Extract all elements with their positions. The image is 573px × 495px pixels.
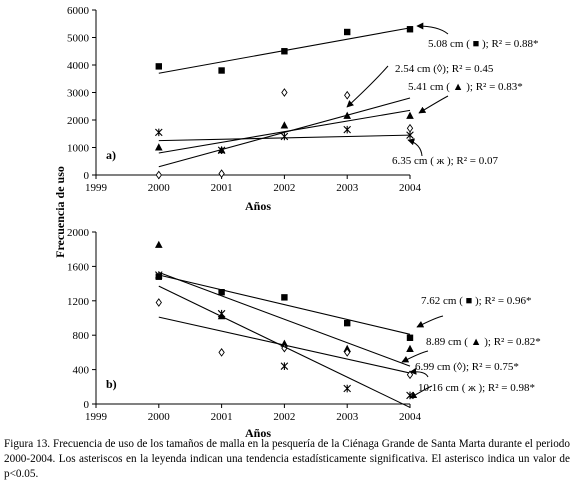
series-square: 5.08 cm ( ■ ); R² = 0.88* (155, 22, 539, 74)
series-annotation: 10.16 cm ( ж ); R² = 0.98* (418, 382, 535, 394)
data-point-asterisk (155, 128, 163, 137)
data-point-triangle (280, 121, 289, 129)
data-point-asterisk (343, 384, 351, 393)
series-annotation: 5.08 cm ( ■ ); R² = 0.88* (428, 38, 539, 50)
data-point-asterisk (155, 271, 163, 279)
data-point-diamond (155, 170, 162, 180)
y-tick-label: 2000 (67, 115, 90, 127)
x-tick-label: 2004 (399, 182, 422, 194)
figure: Frecuencia de uso 0100020003000400050006… (53, 5, 541, 440)
x-tick-label: 2001 (211, 411, 233, 423)
x-tick-label: 2001 (211, 182, 233, 194)
x-tick-label: 2003 (336, 411, 359, 423)
y-tick-label: 1200 (67, 296, 90, 308)
data-point-asterisk (406, 131, 414, 139)
trend-line (158, 274, 411, 335)
x-axis-title: Años (245, 426, 271, 440)
y-tick-label: 0 (84, 399, 90, 411)
x-tick-label: 2002 (273, 411, 295, 423)
data-point-asterisk (280, 362, 289, 370)
x-tick-label: 2000 (148, 411, 171, 423)
data-point-diamond (344, 348, 351, 357)
x-tick-label: 2000 (148, 182, 171, 194)
annotation-arrow (407, 138, 423, 157)
data-point-triangle (155, 240, 163, 248)
data-point-square (218, 67, 225, 74)
series-annotation: 5.41 cm ( ▲ ); R² = 0.83* (408, 81, 523, 93)
data-point-asterisk (280, 132, 289, 141)
series-annotation: 8.89 cm ( ▲ ); R² = 0.82* (426, 336, 541, 348)
data-point-diamond (155, 298, 162, 307)
data-point-asterisk (406, 391, 414, 400)
series-annotation: 7.62 cm ( ■ ); R² = 0.96* (421, 295, 532, 307)
series-annotation: 2.54 cm (◊); R² = 0.45 (395, 63, 494, 75)
data-point-triangle (406, 111, 414, 119)
y-tick-label: 1000 (67, 143, 90, 155)
panel-label: b) (106, 377, 117, 391)
y-tick-label: 4000 (67, 60, 90, 72)
y-tick-label: 1600 (67, 261, 90, 273)
data-point-triangle (155, 143, 163, 151)
x-tick-label: 2002 (273, 182, 295, 194)
data-point-triangle (343, 111, 351, 119)
annotation-arrow (409, 367, 429, 378)
x-tick-label: 1999 (85, 411, 108, 423)
data-point-square (344, 319, 351, 327)
trend-line (158, 285, 411, 408)
series-triangle: 8.89 cm ( ▲ ); R² = 0.82* (155, 240, 541, 367)
series-annotation: 6.99 cm (◊); R² = 0.75* (415, 361, 519, 373)
data-point-diamond (281, 88, 288, 97)
data-point-diamond (281, 343, 288, 353)
data-point-square (218, 289, 225, 296)
y-tick-label: 6000 (67, 5, 90, 17)
x-axis-title: Años (245, 199, 271, 213)
y-axis-title: Frecuencia de uso (53, 166, 67, 258)
y-tick-label: 800 (73, 330, 90, 342)
trend-line (158, 97, 411, 168)
series-square: 7.62 cm ( ■ ); R² = 0.96* (155, 273, 532, 341)
y-tick-label: 3000 (67, 88, 90, 100)
panel-label: a) (106, 148, 116, 162)
annotation-arrow (416, 315, 444, 328)
series-annotation: 6.35 cm ( ж ); R² = 0.07 (392, 155, 499, 167)
data-point-diamond (406, 123, 414, 133)
annotation-arrow (346, 65, 389, 108)
trend-line (158, 109, 411, 154)
x-tick-label: 2003 (336, 182, 359, 194)
series-triangle: 5.41 cm ( ▲ ); R² = 0.83* (155, 81, 523, 154)
series-asterisk: 6.35 cm ( ж ); R² = 0.07 (155, 125, 499, 167)
data-point-square (155, 63, 162, 70)
series-diamond: 6.99 cm (◊); R² = 0.75* (155, 298, 519, 380)
data-point-asterisk (217, 309, 226, 318)
data-point-square (281, 294, 288, 301)
y-tick-label: 2000 (67, 227, 90, 239)
data-point-diamond (344, 90, 351, 100)
series-diamond: 2.54 cm (◊); R² = 0.45 (155, 63, 494, 180)
y-tick-label: 0 (84, 170, 90, 182)
data-point-square (406, 334, 414, 341)
figure-caption: Figura 13. Frecuencia de uso de los tama… (4, 438, 570, 480)
x-tick-label: 1999 (85, 182, 108, 194)
trend-line (158, 271, 411, 367)
annotation-arrow (418, 95, 449, 114)
data-point-square (281, 48, 288, 55)
data-point-asterisk (343, 125, 351, 134)
x-tick-label: 2004 (399, 411, 422, 423)
annotation-arrow (401, 350, 429, 363)
panel-a: 0 1000 2000 3000 4000 5000 6000 1999 2000 2001 200… (67, 5, 539, 213)
data-point-square (344, 28, 351, 36)
data-point-asterisk (217, 146, 226, 155)
data-point-diamond (218, 169, 225, 178)
annotation-arrow (409, 385, 433, 399)
data-point-triangle (406, 344, 414, 352)
annotation-arrow (416, 22, 449, 35)
y-tick-label: 5000 (67, 33, 90, 45)
data-point-diamond (218, 348, 225, 357)
y-tick-label: 400 (73, 365, 90, 377)
data-point-square (406, 26, 414, 33)
panel-b: 0 400 800 1200 1600 2000 1999 2000 2001 2002 2003 2… (67, 227, 541, 440)
series-asterisk: 10.16 cm ( ж ); R² = 0.98* (155, 271, 535, 408)
